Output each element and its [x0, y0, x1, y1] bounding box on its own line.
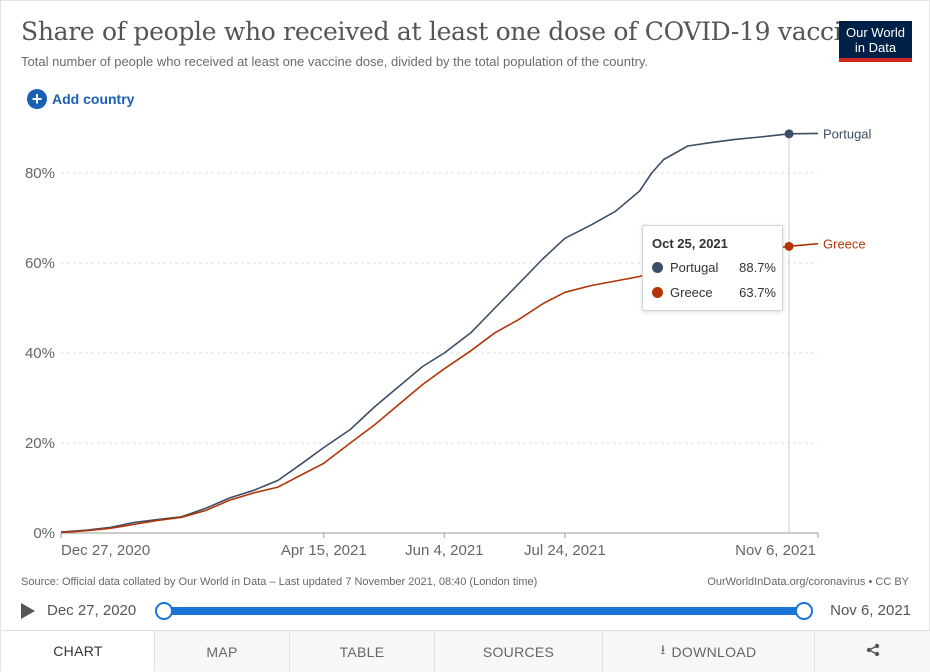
x-tick-label: Jun 4, 2021 — [405, 542, 483, 559]
series-label-greece: Greece — [823, 237, 866, 252]
tab-bar: CHART MAP TABLE SOURCES ⭳ DOWNLOAD — [2, 630, 930, 672]
series-line-portugal — [60, 132, 819, 533]
play-icon[interactable] — [21, 603, 35, 619]
tooltip-dot-greece — [652, 287, 663, 298]
tooltip-row-greece: Greece 63.7% — [652, 285, 776, 300]
chart-subtitle: Total number of people who received at l… — [21, 54, 649, 69]
logo-line-1: Our World — [846, 25, 905, 40]
chart-title: Share of people who received at least on… — [21, 17, 872, 46]
hover-point-greece — [784, 241, 794, 251]
plus-circle-icon: + — [27, 89, 47, 109]
add-country-button[interactable]: + Add country — [27, 89, 134, 109]
hover-tooltip: Oct 25, 2021 Portugal 88.7% Greece 63.7% — [642, 225, 783, 311]
y-tick-label: 40% — [25, 345, 55, 362]
y-tick-label: 20% — [25, 435, 55, 452]
tooltip-dot-portugal — [652, 262, 663, 273]
x-tick-label: Apr 15, 2021 — [281, 542, 367, 559]
y-tick-label: 80% — [25, 165, 55, 182]
timeline-track[interactable] — [164, 607, 804, 615]
series-label-portugal: Portugal — [823, 126, 872, 141]
y-tick-label: 60% — [25, 255, 55, 272]
tab-download[interactable]: ⭳ DOWNLOAD — [603, 631, 815, 672]
tooltip-label-greece: Greece — [670, 285, 713, 300]
tooltip-row-portugal: Portugal 88.7% — [652, 260, 776, 275]
tab-chart[interactable]: CHART — [2, 631, 155, 672]
x-tick-label: Jul 24, 2021 — [524, 542, 606, 559]
timeline-end-date: Nov 6, 2021 — [830, 602, 911, 619]
tab-chart-label: CHART — [53, 642, 103, 659]
source-note[interactable]: Source: Official data collated by Our Wo… — [21, 576, 538, 588]
timeline-end-handle[interactable] — [795, 602, 813, 620]
tooltip-label-portugal: Portugal — [670, 260, 719, 275]
tooltip-value-greece: 63.7% — [739, 285, 776, 300]
line-chart[interactable]: 0% 20% 40% 60% 80% Dec 27, 2020 Apr 15, 2021 Ju… — [1, 1, 930, 571]
hover-point-portugal — [784, 129, 794, 139]
tab-sources-label: SOURCES — [482, 643, 555, 660]
tab-map[interactable]: MAP — [155, 631, 290, 672]
tab-download-label: DOWNLOAD — [671, 643, 757, 660]
y-tick-label: 0% — [33, 525, 55, 542]
owid-logo[interactable]: Our World in Data — [839, 21, 912, 62]
tooltip-value-portugal: 88.7% — [739, 260, 776, 275]
add-country-label: Add country — [52, 91, 135, 107]
share-icon — [866, 643, 880, 660]
tab-table[interactable]: TABLE — [290, 631, 435, 672]
tab-sources[interactable]: SOURCES — [435, 631, 603, 672]
tab-map-label: MAP — [206, 643, 238, 660]
timeline-start-date: Dec 27, 2020 — [47, 602, 137, 619]
tooltip-date: Oct 25, 2021 — [652, 236, 728, 251]
timeline-start-handle[interactable] — [155, 602, 173, 620]
download-icon: ⭳ — [660, 641, 666, 657]
tab-table-label: TABLE — [339, 643, 385, 660]
x-tick-label: Nov 6, 2021 — [735, 542, 816, 559]
x-tick-label: Dec 27, 2020 — [61, 542, 150, 559]
share-button[interactable] — [815, 631, 930, 672]
source-url[interactable]: OurWorldInData.org/coronavirus • CC BY — [707, 576, 909, 588]
logo-line-2: in Data — [854, 40, 897, 55]
timeline[interactable]: Dec 27, 2020 Nov 6, 2021 — [21, 599, 911, 623]
